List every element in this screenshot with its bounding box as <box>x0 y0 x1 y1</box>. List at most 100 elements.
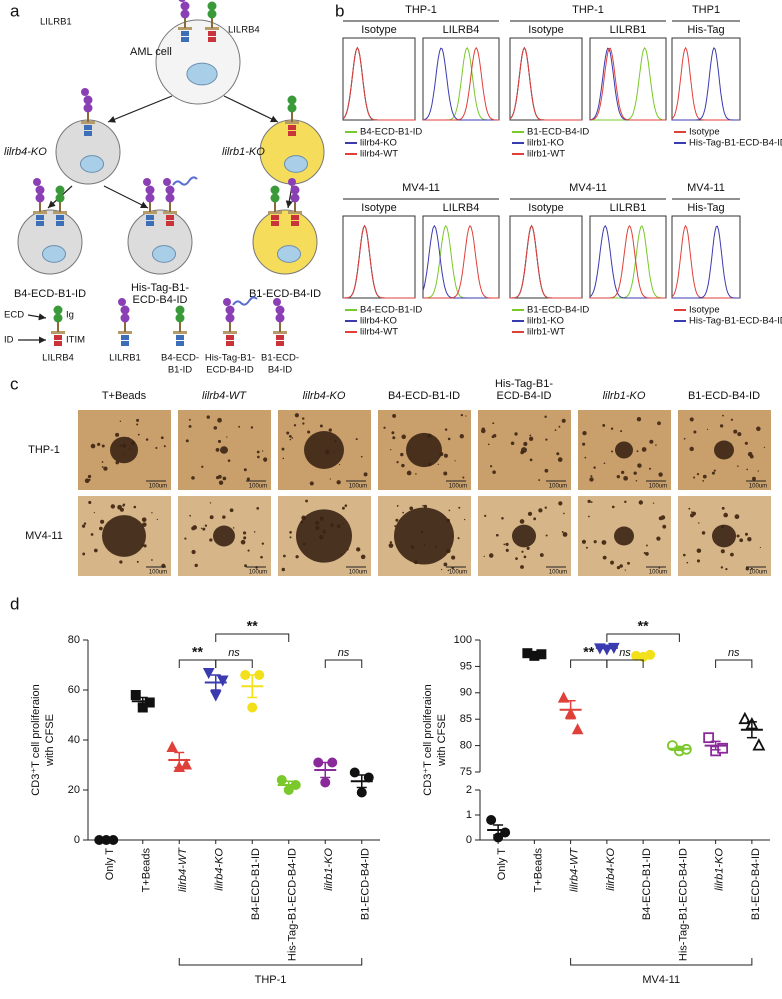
particle <box>101 461 104 463</box>
particle <box>437 463 439 465</box>
ecd <box>225 313 235 323</box>
particle <box>505 548 509 552</box>
data-point <box>356 787 367 798</box>
particle <box>390 448 392 451</box>
error-bar <box>638 654 649 658</box>
x-tick-label: lilrb4-KO <box>605 848 617 891</box>
legend-label: lilrb1-WT <box>527 327 565 338</box>
scale-label: 100um <box>249 484 267 490</box>
particle <box>401 463 405 468</box>
plot-title: LILRB4 <box>443 24 480 36</box>
histogram <box>422 224 499 299</box>
particle <box>329 478 331 480</box>
particle <box>338 463 341 466</box>
particle <box>281 567 286 572</box>
plot-title: LILRB1 <box>610 202 647 214</box>
colony <box>110 436 138 464</box>
colony <box>102 515 146 557</box>
significance-label: ns <box>338 647 350 659</box>
particle <box>527 511 533 516</box>
particle <box>624 569 626 571</box>
particle <box>522 519 525 522</box>
histogram <box>510 224 582 299</box>
particle <box>561 418 566 423</box>
particle <box>101 444 105 448</box>
legend-label: His-Tag-B1-ECD-B4-ID <box>689 138 782 149</box>
histogram <box>589 47 666 121</box>
particle <box>447 569 450 572</box>
ecd <box>287 95 297 105</box>
particle <box>636 416 642 422</box>
colony <box>614 526 634 546</box>
particle <box>701 531 706 535</box>
particle <box>229 508 234 513</box>
particle <box>215 475 220 480</box>
plot-frame <box>509 37 583 121</box>
label: His-Tag-B1- <box>205 353 255 364</box>
particle <box>759 546 761 549</box>
data-point <box>703 732 715 744</box>
particle <box>188 424 192 428</box>
particle <box>688 507 691 510</box>
particle <box>702 474 707 479</box>
particle <box>484 514 487 517</box>
particle <box>558 425 561 428</box>
label: ECD <box>4 310 24 321</box>
particle <box>260 555 263 559</box>
particle <box>238 425 241 428</box>
label: B4-ECD- <box>161 353 199 364</box>
data-point <box>486 815 497 825</box>
column-label: lilrb4-KO <box>303 390 346 402</box>
particle <box>218 480 224 485</box>
group-bracket <box>570 958 753 966</box>
particle <box>749 454 754 459</box>
data-point <box>202 668 215 680</box>
particle <box>307 430 311 434</box>
particle <box>136 418 140 422</box>
particle <box>593 540 597 544</box>
particle <box>561 531 564 533</box>
particle <box>636 450 639 453</box>
particle <box>388 543 394 548</box>
particle <box>711 471 715 475</box>
colony <box>220 446 228 454</box>
histogram <box>343 224 415 299</box>
membrane <box>173 331 187 334</box>
particle <box>757 470 759 472</box>
ecd <box>83 103 93 113</box>
nucleus <box>41 245 67 263</box>
membrane <box>163 211 177 214</box>
particle <box>696 559 701 563</box>
particle <box>222 515 226 519</box>
label: lilrb4-KO <box>4 146 47 158</box>
particle <box>621 470 625 475</box>
particle <box>82 552 86 556</box>
label: B4-ECD-B1-ID <box>14 288 86 300</box>
particle <box>529 458 533 462</box>
histogram <box>672 225 740 299</box>
ecd <box>55 185 65 195</box>
group-title: THP1 <box>692 4 720 16</box>
particle <box>584 456 587 459</box>
particle <box>242 531 247 535</box>
column-label: His-Tag-B1- <box>495 378 553 390</box>
y-tick-label: 60 <box>68 684 80 696</box>
particle <box>587 499 591 503</box>
particle <box>602 555 607 560</box>
legend-label: B1-ECD-B4-ID <box>527 127 589 138</box>
id-domain <box>176 335 184 340</box>
cell <box>127 209 193 275</box>
histogram <box>672 47 740 121</box>
cell <box>155 19 241 105</box>
ecd <box>287 103 297 113</box>
particle <box>200 527 203 529</box>
ecd <box>165 193 175 203</box>
particle <box>720 566 724 569</box>
error-bar <box>247 674 258 699</box>
particle <box>295 555 299 559</box>
particle <box>520 565 524 569</box>
x-tick-label: B4-ECD-B1-ID <box>250 848 262 920</box>
ecd <box>270 193 280 203</box>
group-title: MV4-11 <box>687 182 725 194</box>
particle <box>88 500 92 505</box>
